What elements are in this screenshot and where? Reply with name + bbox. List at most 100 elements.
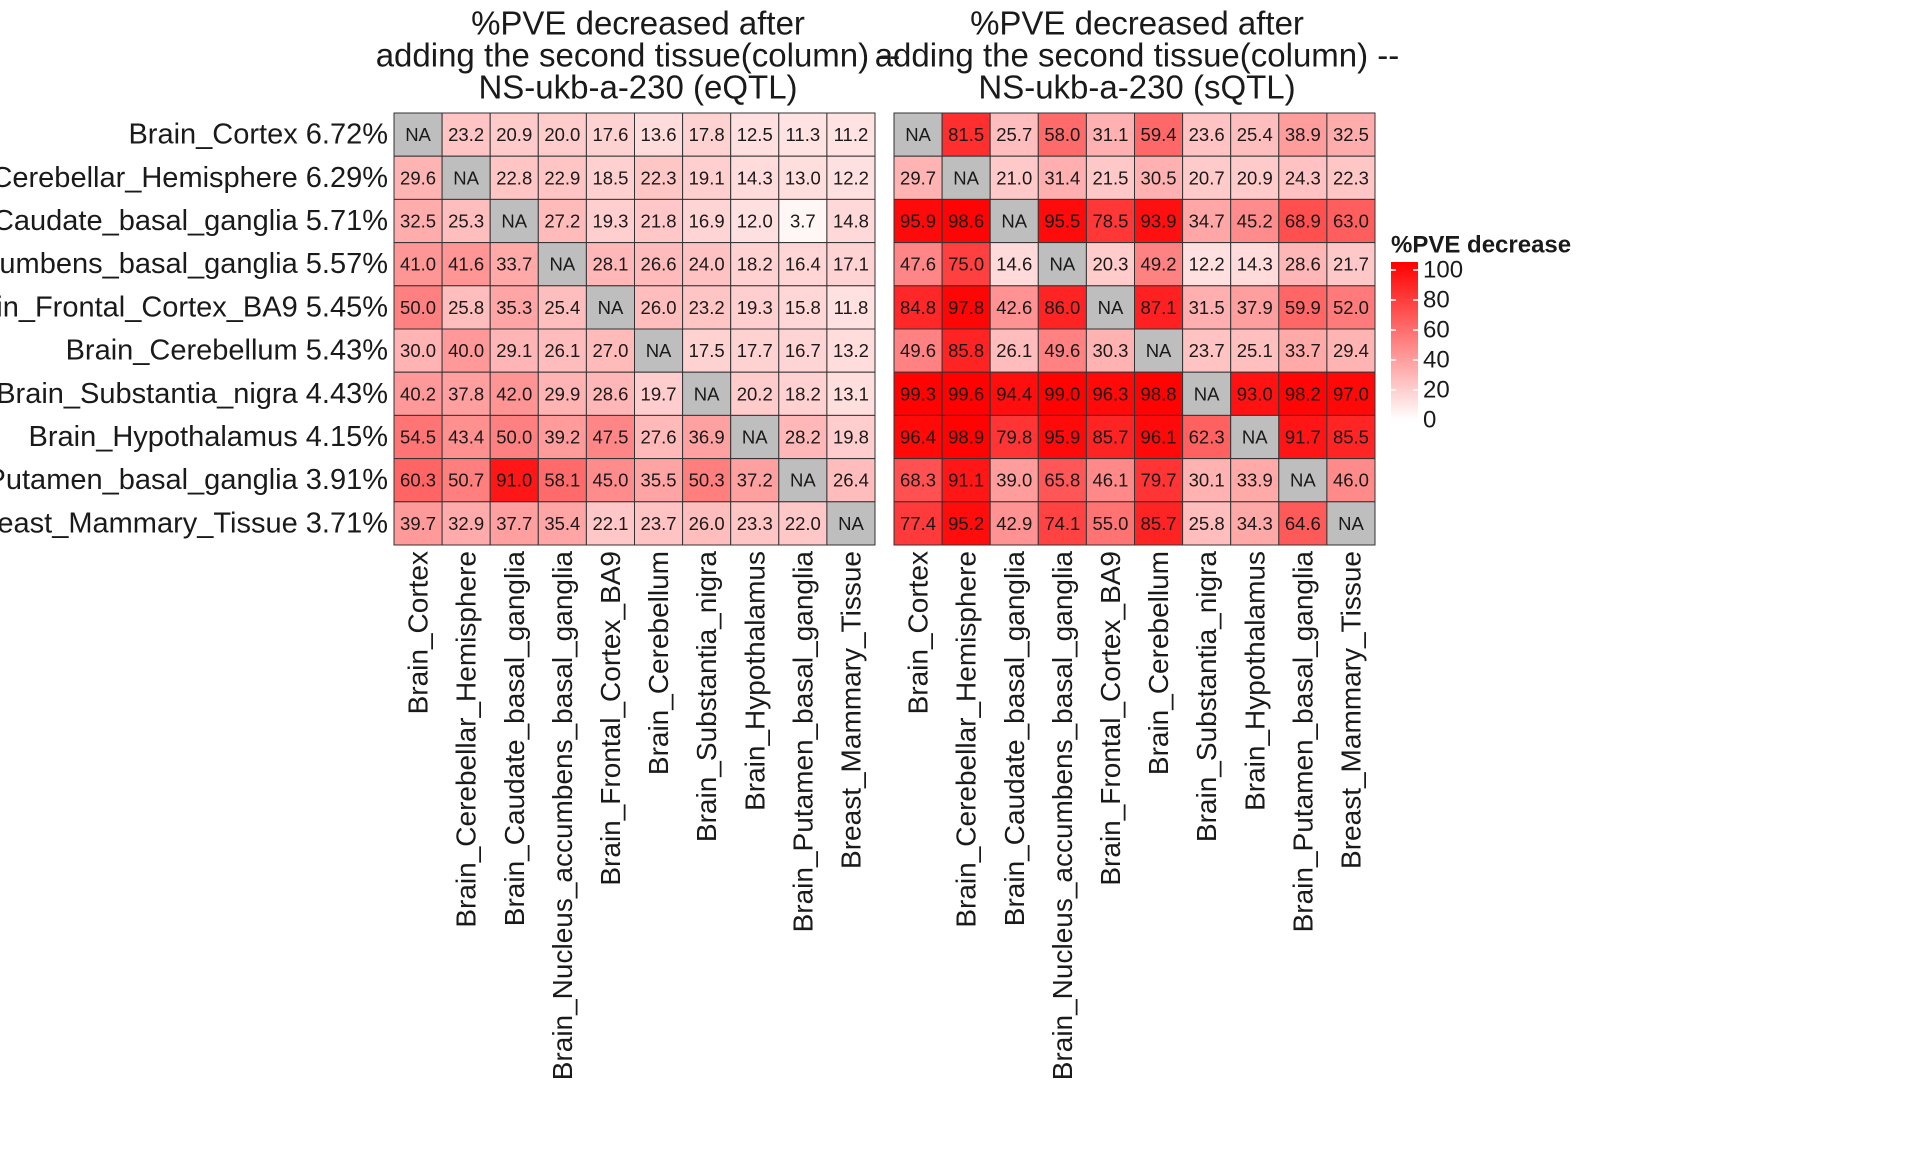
- heatmap-cell: [826, 242, 876, 287]
- cell-value-label: 24.0: [689, 254, 725, 275]
- panel-title-line: NS-ukb-a-230 (eQTL): [478, 69, 797, 106]
- heatmap-cell: [1278, 112, 1328, 157]
- cell-value-label: 20.9: [496, 124, 532, 145]
- cell-value-label: 23.2: [689, 297, 725, 318]
- cell-value-label: 33.7: [496, 254, 532, 275]
- cell-value-label: 79.7: [1141, 470, 1177, 491]
- cell-value-label: 19.8: [833, 427, 869, 448]
- cell-value-label: 27.2: [544, 211, 580, 232]
- cell-value-label: 52.0: [1333, 297, 1369, 318]
- cell-value-label: 29.9: [544, 383, 580, 404]
- heatmap-cell-na: [1134, 328, 1184, 373]
- panel-title-line: NS-ukb-a-230 (sQTL): [978, 69, 1295, 106]
- heatmap-cell: [634, 112, 684, 157]
- cell-value-label: 47.5: [592, 427, 628, 448]
- cell-value-label: 49.2: [1141, 254, 1177, 275]
- cell-value-label: 65.8: [1044, 470, 1080, 491]
- column-label: Brain_Nucleus_accumbens_basal_ganglia: [547, 551, 578, 1081]
- cell-value-label: NA: [1049, 254, 1075, 275]
- heatmap-cell: [1230, 155, 1280, 200]
- cell-value-label: 63.0: [1333, 211, 1369, 232]
- heatmap-cell: [1278, 198, 1328, 244]
- heatmap-cell: [634, 414, 684, 460]
- heatmap-cell: [730, 242, 780, 287]
- heatmap-cell-na: [1326, 501, 1376, 546]
- heatmap-cell: [441, 242, 491, 287]
- cell-value-label: NA: [953, 167, 979, 188]
- heatmap-cell: [1278, 285, 1328, 330]
- cell-value-label: 99.3: [900, 383, 936, 404]
- heatmap-cell: [1134, 242, 1184, 287]
- cell-value-label: 28.6: [592, 383, 628, 404]
- cell-value-label: 26.6: [641, 254, 677, 275]
- column-label: Brain_Cortex: [403, 551, 434, 714]
- heatmap-cell: [730, 155, 780, 200]
- cell-value-label: 25.8: [448, 297, 484, 318]
- column-label: Breast_Mammary_Tissue: [835, 551, 866, 869]
- heatmap-cell: [1085, 198, 1136, 244]
- heatmap-cell: [893, 155, 943, 200]
- heatmap-cell: [489, 328, 539, 373]
- heatmap-cell: [1326, 458, 1376, 503]
- cell-value-label: 29.4: [1333, 340, 1369, 361]
- cell-value-label: NA: [646, 340, 672, 361]
- heatmap-cell: [489, 285, 539, 330]
- heatmap-cell: [1037, 414, 1087, 460]
- cell-value-label: 98.2: [1285, 383, 1321, 404]
- legend-tick-label: 40: [1423, 347, 1450, 374]
- column-label: Brain_Frontal_Cortex_BA9: [1095, 551, 1126, 886]
- heatmap-cell: [1182, 501, 1232, 546]
- heatmap-cell: [441, 501, 491, 546]
- legend-tick-label: 60: [1423, 317, 1450, 344]
- cell-value-label: 34.7: [1189, 211, 1225, 232]
- column-label: Brain_Frontal_Cortex_BA9: [595, 551, 626, 886]
- heatmap-cell: [1278, 242, 1328, 287]
- column-label: Brain_Hypothalamus: [739, 551, 770, 811]
- cell-value-label: 22.3: [1333, 167, 1369, 188]
- cell-value-label: 29.1: [496, 340, 532, 361]
- cell-value-label: 54.5: [400, 427, 436, 448]
- heatmap-cell-na: [489, 198, 539, 244]
- row-label: Brain_Frontal_Cortex_BA9 5.45%: [0, 291, 388, 323]
- heatmap-cell: [537, 198, 587, 244]
- heatmap-cell: [585, 112, 636, 157]
- cell-value-label: 23.7: [641, 513, 677, 534]
- heatmap-cell: [989, 501, 1039, 546]
- column-label: Brain_Cerebellar_Hemisphere: [951, 551, 982, 928]
- cell-value-label: 22.3: [641, 167, 677, 188]
- cell-value-label: 26.1: [544, 340, 580, 361]
- cell-value-label: 28.6: [1285, 254, 1321, 275]
- heatmap-cell: [1326, 112, 1376, 157]
- column-label: Brain_Putamen_basal_ganglia: [1287, 551, 1318, 933]
- heatmap-cell-na: [1037, 242, 1087, 287]
- cell-value-label: 87.1: [1141, 297, 1177, 318]
- row-label: Brain_Cerebellar_Hemisphere 6.29%: [0, 162, 388, 194]
- cell-value-label: 20.3: [1092, 254, 1128, 275]
- cell-value-label: 21.5: [1092, 167, 1128, 188]
- cell-value-label: 25.3: [448, 211, 484, 232]
- heatmap-cell: [1326, 285, 1376, 330]
- cell-value-label: 42.9: [996, 513, 1032, 534]
- cell-value-label: 21.0: [996, 167, 1032, 188]
- heatmap-cell: [537, 112, 587, 157]
- heatmap-cell-na: [441, 155, 491, 200]
- cell-value-label: 32.5: [1333, 124, 1369, 145]
- column-label: Brain_Caudate_basal_ganglia: [999, 551, 1030, 927]
- heatmap-cell-na: [893, 112, 943, 157]
- cell-value-label: 21.7: [1333, 254, 1369, 275]
- cell-value-label: 19.3: [592, 211, 628, 232]
- heatmap-cell: [989, 285, 1039, 330]
- cell-value-label: 13.6: [641, 124, 677, 145]
- cell-value-label: 39.0: [996, 470, 1032, 491]
- cell-value-label: 37.7: [496, 513, 532, 534]
- cell-value-label: 13.2: [833, 340, 869, 361]
- cell-value-label: 11.8: [834, 297, 869, 318]
- cell-value-label: 26.0: [641, 297, 677, 318]
- cell-value-label: 93.9: [1141, 211, 1177, 232]
- column-label: Brain_Cortex: [903, 551, 934, 714]
- heatmap-cell: [1230, 285, 1280, 330]
- row-label: Brain_Caudate_basal_ganglia 5.71%: [0, 205, 388, 237]
- cell-value-label: 26.1: [996, 340, 1032, 361]
- cell-value-label: 95.9: [1044, 427, 1080, 448]
